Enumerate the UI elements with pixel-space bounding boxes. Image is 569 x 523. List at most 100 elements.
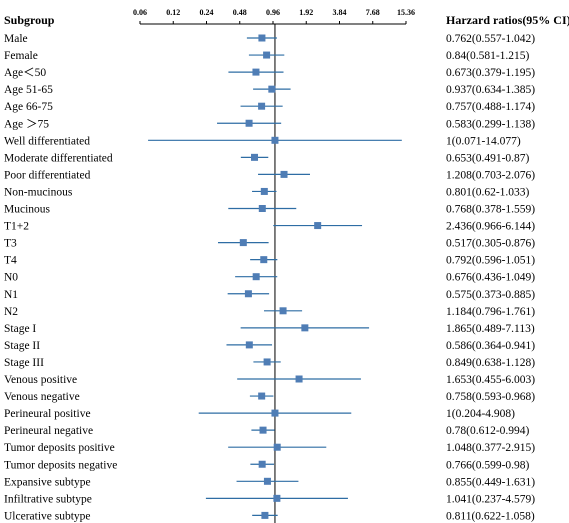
row-label: Mucinous bbox=[4, 204, 51, 216]
hr-point bbox=[314, 222, 322, 230]
forest-row: Age 66-75 0.757(0.488-1.174) bbox=[4, 101, 535, 113]
row-label: Perineural negative bbox=[4, 425, 93, 437]
hr-value-text: 2.436(0.966-6.144) bbox=[446, 221, 535, 233]
forest-row: Stage II 0.586(0.364-0.941) bbox=[4, 340, 535, 352]
forest-row: Poor differentiated 1.208(0.703-2.076) bbox=[4, 169, 535, 181]
hr-value-text: 1.184(0.796-1.761) bbox=[446, 306, 535, 318]
row-label: Tumor deposits positive bbox=[4, 442, 115, 454]
forest-row: Male 0.762(0.557-1.042) bbox=[4, 33, 535, 45]
row-label: T4 bbox=[4, 255, 17, 267]
row-label: Poor differentiated bbox=[4, 169, 91, 181]
hr-value-text: 0.801(0.62-1.033) bbox=[446, 186, 530, 198]
hr-value-text: 0.768(0.378-1.559) bbox=[446, 204, 535, 216]
hr-point bbox=[301, 324, 309, 332]
x-tick-label-8: 15.36 bbox=[397, 8, 415, 17]
hr-point bbox=[260, 187, 268, 195]
row-label: Age＜50 bbox=[4, 67, 46, 79]
hr-point bbox=[261, 511, 269, 519]
hr-value-text: 0.937(0.634-1.385) bbox=[446, 84, 535, 96]
forest-row: T1+2 2.436(0.966-6.144) bbox=[4, 221, 535, 233]
forest-row: Age＜50 0.673(0.379-1.195) bbox=[4, 67, 535, 79]
row-label: T3 bbox=[4, 238, 17, 250]
hr-value-text: 0.757(0.488-1.174) bbox=[446, 101, 535, 113]
hr-point bbox=[280, 170, 288, 178]
row-label: Age 51-65 bbox=[4, 84, 53, 96]
row-label: Ulcerative subtype bbox=[4, 510, 91, 522]
forest-row: Perineural positive 1(0.204-4.908) bbox=[4, 408, 515, 420]
x-tick-label-5: 1.92 bbox=[299, 8, 313, 17]
hr-value-text: 1.048(0.377-2.915) bbox=[446, 442, 535, 454]
x-tick-label-0: 0.06 bbox=[133, 8, 147, 17]
hr-point bbox=[268, 85, 276, 93]
hr-point bbox=[239, 239, 247, 247]
hr-point bbox=[245, 341, 253, 349]
hr-value-text: 0.792(0.596-1.051) bbox=[446, 255, 535, 267]
hr-value-text: 0.517(0.305-0.876) bbox=[446, 238, 535, 250]
forest-row: Non-mucinous 0.801(0.62-1.033) bbox=[4, 186, 530, 198]
hr-point bbox=[263, 358, 271, 366]
hr-value-text: 0.84(0.581-1.215) bbox=[446, 50, 530, 62]
hr-value-text: 1(0.071-14.077) bbox=[446, 135, 521, 147]
hr-point bbox=[273, 494, 281, 502]
hr-point bbox=[260, 256, 268, 264]
x-tick-label-3: 0.48 bbox=[233, 8, 247, 17]
subgroup-header: Subgroup bbox=[4, 13, 55, 27]
hr-point bbox=[263, 51, 271, 59]
row-label: Male bbox=[4, 33, 28, 45]
forest-row: N0 0.676(0.436-1.049) bbox=[4, 272, 535, 284]
hr-point bbox=[258, 392, 266, 400]
hazard-ratio-header: Harzard ratios(95% CI) bbox=[446, 13, 569, 27]
row-label: Venous negative bbox=[4, 391, 80, 403]
hr-value-text: 1.865(0.489-7.113) bbox=[446, 323, 535, 335]
row-label: Stage I bbox=[4, 323, 36, 335]
hr-point bbox=[271, 136, 279, 144]
row-label: N0 bbox=[4, 272, 18, 284]
forest-row: N1 0.575(0.373-0.885) bbox=[4, 289, 535, 301]
forest-row: Expansive subtype 0.855(0.449-1.631) bbox=[4, 476, 535, 488]
row-label: Perineural positive bbox=[4, 408, 91, 420]
forest-row: Well differentiated 1(0.071-14.077) bbox=[4, 135, 521, 147]
hr-value-text: 1.208(0.703-2.076) bbox=[446, 169, 535, 181]
forest-row: Perineural negative 0.78(0.612-0.994) bbox=[4, 425, 530, 437]
hr-value-text: 0.766(0.599-0.98) bbox=[446, 459, 530, 471]
forest-row: T4 0.792(0.596-1.051) bbox=[4, 255, 535, 267]
row-label: Infiltrative subtype bbox=[4, 493, 92, 505]
hr-point bbox=[271, 409, 279, 417]
row-label: Well differentiated bbox=[4, 135, 90, 147]
row-label: Female bbox=[4, 50, 38, 62]
hr-point bbox=[295, 375, 303, 383]
x-tick-label-7: 7.68 bbox=[366, 8, 380, 17]
forest-row: Mucinous 0.768(0.378-1.559) bbox=[4, 204, 535, 216]
row-label: Stage II bbox=[4, 340, 40, 352]
hr-value-text: 0.758(0.593-0.968) bbox=[446, 391, 535, 403]
hr-point bbox=[279, 307, 287, 315]
hr-value-text: 1.653(0.455-6.003) bbox=[446, 374, 535, 386]
hr-value-text: 1(0.204-4.908) bbox=[446, 408, 515, 420]
hr-point bbox=[252, 273, 260, 281]
row-label: Venous positive bbox=[4, 374, 77, 386]
forest-row: Ulcerative subtype 0.811(0.622-1.058) bbox=[4, 510, 535, 522]
row-label: Age ＞75 bbox=[4, 118, 49, 130]
forest-row: Tumor deposits positive 1.048(0.377-2.915… bbox=[4, 442, 535, 454]
x-tick-label-4: 0.96 bbox=[266, 8, 280, 17]
hr-value-text: 0.586(0.364-0.941) bbox=[446, 340, 535, 352]
hr-value-text: 0.676(0.436-1.049) bbox=[446, 272, 535, 284]
forest-row: Age ＞75 0.583(0.299-1.138) bbox=[4, 118, 535, 130]
hr-value-text: 0.653(0.491-0.87) bbox=[446, 152, 530, 164]
row-label: Non-mucinous bbox=[4, 186, 73, 198]
forest-row: Stage III 0.849(0.638-1.128) bbox=[4, 357, 535, 369]
forest-rows: Male 0.762(0.557-1.042) Female 0.84(0.581-1… bbox=[4, 33, 535, 522]
hr-point bbox=[258, 460, 266, 468]
hr-point bbox=[263, 477, 271, 485]
forest-row: Stage I 1.865(0.489-7.113) bbox=[4, 323, 535, 335]
hr-value-text: 0.575(0.373-0.885) bbox=[446, 289, 535, 301]
forest-row: N2 1.184(0.796-1.761) bbox=[4, 306, 535, 318]
hr-value-text: 0.855(0.449-1.631) bbox=[446, 476, 535, 488]
hr-point bbox=[251, 153, 259, 161]
forest-row: Moderate differentiated 0.653(0.491-0.87) bbox=[4, 152, 530, 164]
forest-row: Venous positive 1.653(0.455-6.003) bbox=[4, 374, 535, 386]
row-label: Tumor deposits negative bbox=[4, 459, 117, 471]
hr-value-text: 0.78(0.612-0.994) bbox=[446, 425, 530, 437]
hr-point bbox=[258, 102, 266, 110]
